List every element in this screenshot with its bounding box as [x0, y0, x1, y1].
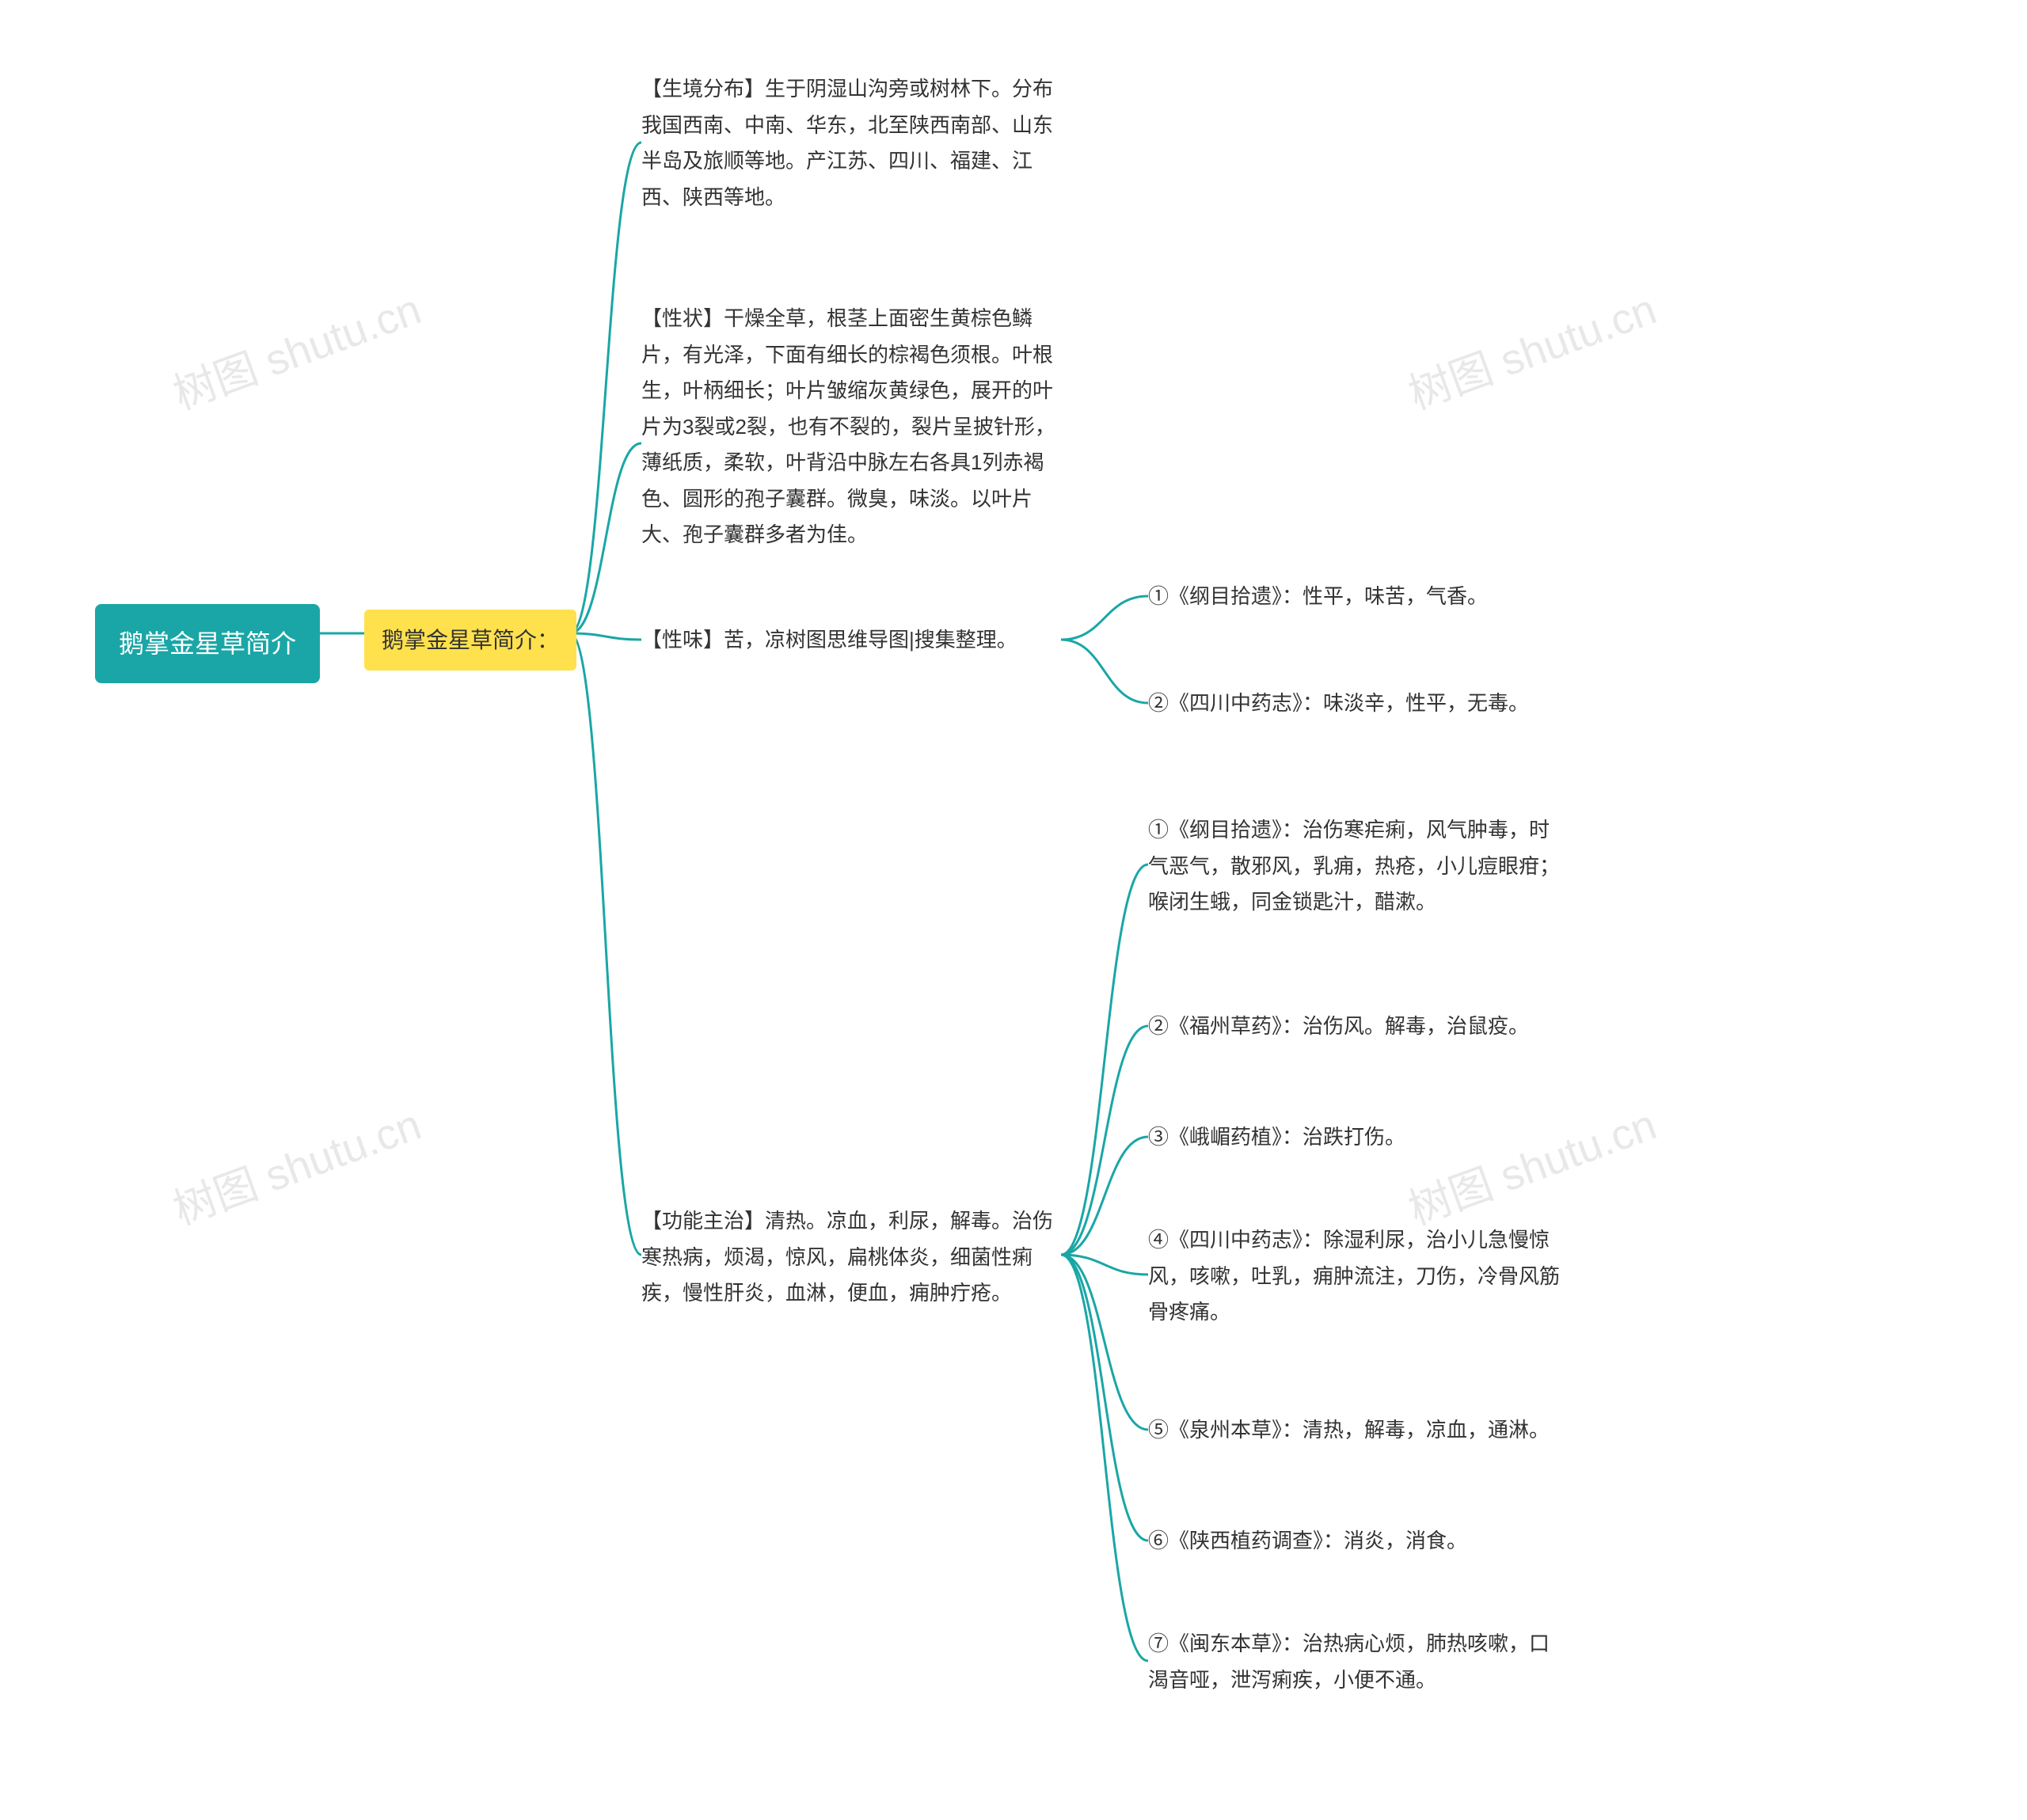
leaf-traits[interactable]: 【性状】干燥全草，根茎上面密生黄棕色鳞片，有光泽，下面有细长的棕褐色须根。叶根生… — [641, 301, 1061, 553]
leaf-function-child[interactable]: ③《峨嵋药植》：治跌打伤。 — [1148, 1119, 1405, 1156]
connector-lines — [0, 0, 2027, 1820]
leaf-function-child[interactable]: ⑤《泉州本草》：清热，解毒，凉血，通淋。 — [1148, 1412, 1550, 1449]
leaf-functions[interactable]: 【功能主治】清热。凉血，利尿，解毒。治伤寒热病，烦渴，惊风，扁桃体炎，细菌性痢疾… — [641, 1203, 1061, 1312]
leaf-habitat[interactable]: 【生境分布】生于阴湿山沟旁或树林下。分布我国西南、中南、华东，北至陕西南部、山东… — [641, 71, 1061, 215]
leaf-taste-child[interactable]: ①《纲目拾遗》：性平，味苦，气香。 — [1148, 579, 1488, 615]
leaf-function-child[interactable]: ④《四川中药志》：除湿利尿，治小儿急慢惊风，咳嗽，吐乳，痈肿流注，刀伤，冷骨风筋… — [1148, 1222, 1568, 1331]
leaf-function-child[interactable]: ⑥《陕西植药调查》：消炎，消食。 — [1148, 1523, 1467, 1560]
level1-node[interactable]: 鹅掌金星草简介： — [364, 610, 576, 671]
mindmap-canvas: 树图 shutu.cn 树图 shutu.cn 树图 shutu.cn 树图 s… — [0, 0, 2027, 1820]
leaf-function-child[interactable]: ①《纲目拾遗》：治伤寒疟痢，风气肿毒，时气恶气，散邪风，乳痈，热疮，小儿痘眼疳；… — [1148, 812, 1568, 921]
leaf-taste-child[interactable]: ②《四川中药志》：味淡辛，性平，无毒。 — [1148, 686, 1529, 722]
leaf-taste[interactable]: 【性味】苦，凉树图思维导图|搜集整理。 — [641, 622, 1017, 659]
root-node[interactable]: 鹅掌金星草简介 — [95, 604, 320, 683]
leaf-function-child[interactable]: ②《福州草药》：治伤风。解毒，治鼠疫。 — [1148, 1009, 1529, 1045]
leaf-function-child[interactable]: ⑦《闽东本草》：治热病心烦，肺热咳嗽，口渴音哑，泄泻痢疾，小便不通。 — [1148, 1626, 1568, 1698]
